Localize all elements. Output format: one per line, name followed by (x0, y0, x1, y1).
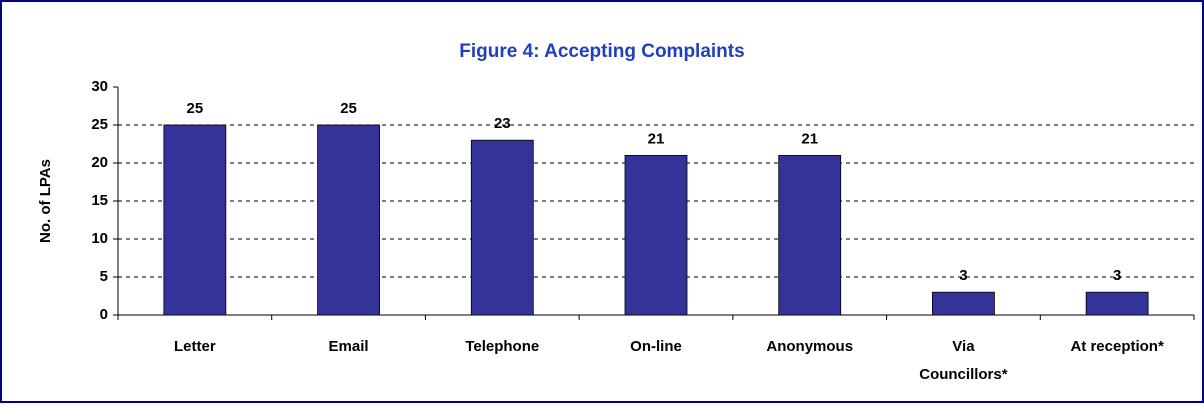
x-tick-label: Anonymous (766, 338, 853, 355)
y-tick-label: 15 (91, 192, 108, 209)
y-axis-label: No. of LPAs (37, 159, 54, 243)
x-tick-label: Email (329, 338, 369, 355)
bar (317, 124, 380, 316)
y-tick-label: 0 (100, 306, 108, 323)
y-tick-label: 20 (91, 154, 108, 171)
data-label: 3 (959, 267, 967, 284)
x-tick-label: At reception* (1070, 338, 1164, 355)
bar (624, 154, 688, 316)
bar (778, 154, 842, 316)
x-tick-label: Letter (174, 338, 216, 355)
y-tick-label: 30 (91, 78, 108, 95)
x-tick-label: On-line (630, 338, 682, 355)
data-label: 25 (340, 100, 357, 117)
bar (470, 139, 534, 316)
bar (163, 124, 227, 316)
x-tick-label-line: Councillors* (919, 366, 1008, 383)
data-label: 25 (187, 100, 204, 117)
y-tick-label: 5 (100, 268, 108, 285)
x-tick-label: Via Councillors* (919, 338, 1008, 383)
y-tick-label: 25 (91, 116, 108, 133)
bar (1085, 291, 1149, 316)
y-tick-label: 10 (91, 230, 108, 247)
chart-title: Figure 4: Accepting Complaints (459, 41, 744, 62)
bar (932, 291, 995, 316)
x-tick-label-line: Via (952, 338, 975, 355)
data-label: 21 (648, 130, 665, 147)
data-label: 23 (494, 115, 511, 132)
data-label: 3 (1113, 267, 1121, 284)
data-label: 21 (801, 130, 818, 147)
x-tick-label: Telephone (465, 338, 539, 355)
